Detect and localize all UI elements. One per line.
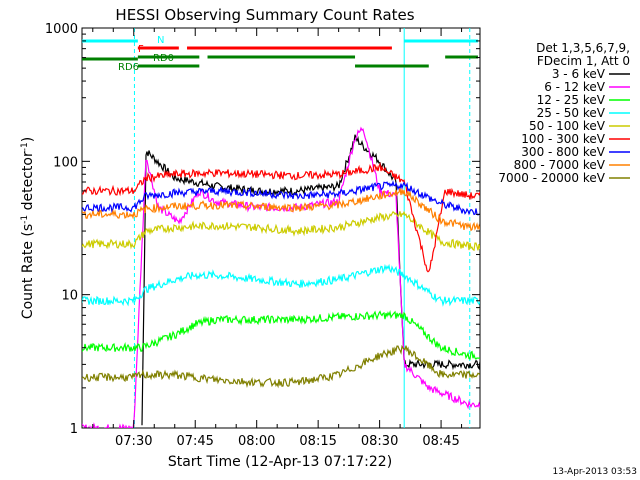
y-tick-label: 1 (70, 422, 78, 437)
legend-label: 6 - 12 keV (544, 80, 606, 94)
y-axis-label: Count Rate (s-1 detector-1) (20, 137, 36, 319)
timestamp: 13-Apr-2013 03:53 (553, 467, 637, 477)
x-axis-label: Start Time (12-Apr-13 07:17:22) (168, 454, 392, 470)
series-layer (82, 126, 480, 428)
x-tick-label: 08:30 (361, 434, 398, 449)
y-tick-label: 1000 (45, 22, 78, 37)
legend-label: 7000 - 20000 keV (498, 171, 605, 185)
x-tick-label: 08:15 (299, 434, 336, 449)
legend-label: 3 - 6 keV (552, 67, 606, 81)
flag-label-rd0: RD0 (153, 53, 174, 64)
y-tick-label: 10 (61, 289, 78, 304)
series-line-8 (82, 344, 480, 389)
x-tick-label: 07:45 (176, 434, 213, 449)
series-line-6 (82, 179, 480, 216)
series-line-7 (82, 188, 480, 232)
chart-title: HESSI Observing Summary Count Rates (115, 6, 414, 24)
series-line-0 (141, 134, 480, 426)
flag-label-rd6: RD6 (118, 62, 139, 73)
legend-header-2: FDecim 1, Att 0 (537, 54, 630, 68)
legend-label: 25 - 50 keV (537, 106, 606, 120)
y-tick-label: 100 (53, 155, 78, 170)
flag-label-f: F (138, 44, 144, 55)
flag-label-n: N (157, 35, 164, 46)
series-line-3 (82, 263, 480, 307)
legend-label: 100 - 300 keV (521, 132, 605, 146)
series-line-2 (82, 309, 480, 360)
legend: Det 1,3,5,6,7,9, FDecim 1, Att 0 3 - 6 k… (498, 41, 630, 185)
y-axis-ticks: 1 10 100 1000 (45, 22, 480, 437)
x-tick-label: 08:45 (422, 434, 459, 449)
legend-label: 300 - 800 keV (521, 145, 605, 159)
x-tick-label: 07:30 (115, 434, 152, 449)
legend-label: 50 - 100 keV (529, 119, 606, 133)
legend-label: 800 - 7000 keV (514, 158, 606, 172)
series-line-5 (82, 162, 480, 273)
legend-header-1: Det 1,3,5,6,7,9, (536, 41, 630, 55)
flag-bars (82, 39, 478, 68)
x-axis-ticks: 07:30 07:45 08:00 08:15 08:30 08:45 (92, 28, 463, 449)
x-tick-label: 08:00 (238, 434, 275, 449)
legend-label: 12 - 25 keV (537, 93, 606, 107)
